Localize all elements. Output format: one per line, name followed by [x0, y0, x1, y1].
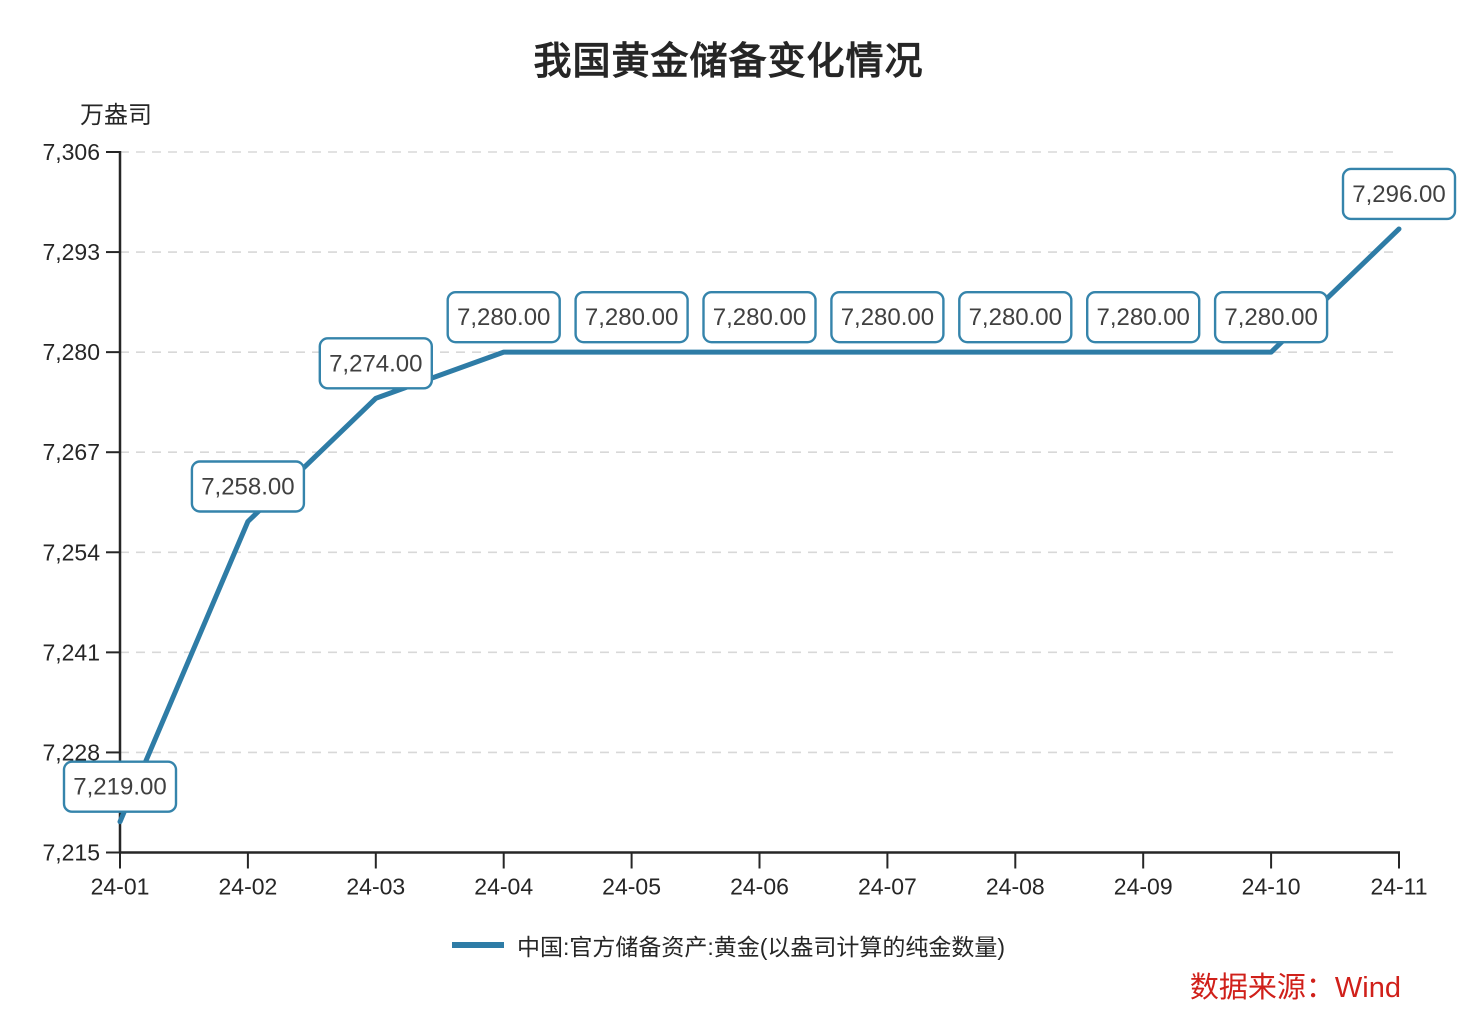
- y-tick-label: 7,215: [42, 840, 100, 866]
- data-label: 7,280.00: [585, 304, 678, 331]
- data-label-box: [958, 290, 1073, 344]
- data-label: 7,274.00: [329, 350, 422, 377]
- data-label-box: [830, 290, 945, 344]
- legend: 中国:官方储备资产:黄金(以盎司计算的纯金数量): [0, 928, 1457, 962]
- legend-line-swatch: [451, 942, 504, 948]
- source-note: 数据来源：Wind: [1189, 972, 1401, 1004]
- x-tick-label: 24-09: [1114, 874, 1173, 900]
- data-label-box: [446, 290, 561, 344]
- data-label-box: [702, 290, 817, 344]
- y-tick-label: 7,267: [42, 439, 100, 465]
- y-axis-unit-label: 万盎司: [80, 102, 152, 129]
- x-tick-label: 24-04: [474, 874, 533, 900]
- data-label: 7,280.00: [841, 304, 934, 331]
- x-tick-label: 24-08: [986, 874, 1045, 900]
- y-tick-label: 7,254: [42, 539, 100, 565]
- y-tick-label: 7,306: [42, 139, 100, 165]
- y-tick-label: 7,293: [42, 239, 100, 265]
- x-tick-label: 24-06: [730, 874, 789, 900]
- data-label-box: [574, 290, 689, 344]
- x-tick-label: 24-10: [1242, 874, 1301, 900]
- data-label-box: [190, 460, 306, 513]
- data-label: 7,280.00: [1224, 304, 1317, 331]
- chart-title: 我国黄金储备变化情况: [533, 41, 924, 83]
- data-label: 7,296.00: [1352, 181, 1445, 208]
- data-label-box: [1341, 167, 1457, 221]
- data-label: 7,280.00: [1096, 304, 1189, 331]
- data-label: 7,280.00: [969, 304, 1062, 331]
- x-tick-label: 24-07: [858, 874, 917, 900]
- data-label: 7,219.00: [73, 774, 166, 801]
- x-tick-label: 24-05: [602, 874, 661, 900]
- data-label-box: [1085, 290, 1201, 344]
- data-label: 7,258.00: [201, 473, 294, 500]
- data-label-box: [318, 337, 433, 390]
- data-label: 7,280.00: [713, 304, 806, 331]
- series-line: [117, 226, 1402, 825]
- y-tick-label: 7,241: [42, 639, 100, 665]
- x-tick-label: 24-11: [1370, 874, 1427, 900]
- data-label-box: [62, 760, 178, 813]
- data-label-box: [1213, 290, 1329, 344]
- legend-series-label: 中国:官方储备资产:黄金(以盎司计算的纯金数量): [516, 934, 1006, 960]
- x-tick-label: 24-01: [91, 874, 150, 900]
- x-tick-label: 24-02: [218, 874, 277, 900]
- data-label: 7,280.00: [457, 304, 550, 331]
- y-tick-label: 7,280: [42, 339, 100, 365]
- x-tick-label: 24-03: [346, 874, 405, 900]
